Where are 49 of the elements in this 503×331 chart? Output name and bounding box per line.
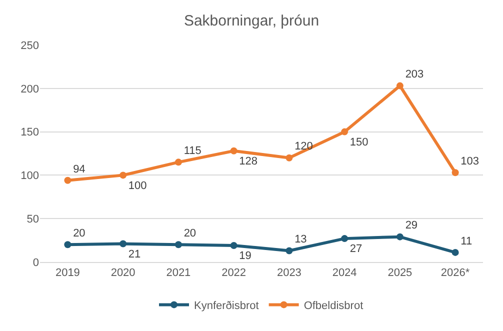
y-tick-label: 100 (20, 170, 39, 182)
data-label: 13 (294, 234, 307, 246)
y-tick-label: 200 (20, 83, 39, 96)
data-label: 11 (460, 235, 472, 248)
y-tick-label: 0 (32, 256, 39, 269)
data-label: 20 (184, 228, 196, 240)
point (341, 128, 348, 136)
point (174, 158, 182, 166)
data-label: 27 (350, 243, 362, 256)
point (230, 147, 238, 154)
y-tick-label: 250 (20, 40, 39, 52)
x-tick-label: 2023 (276, 267, 302, 280)
point (452, 169, 459, 176)
point (230, 242, 238, 250)
point (64, 241, 72, 248)
x-tick-label: 2025 (388, 267, 412, 280)
x-tick-label: 2022 (222, 267, 246, 280)
legend-label: Ofbeldisbrot (304, 300, 364, 312)
legend-label: Kynferðisbrot (194, 300, 259, 312)
point (286, 154, 293, 162)
point (396, 233, 404, 240)
data-label: 29 (405, 220, 418, 232)
point (286, 247, 293, 254)
data-label: 203 (405, 68, 424, 81)
x-tick-label: 2021 (166, 267, 191, 280)
data-label: 115 (184, 145, 202, 158)
data-label: 94 (73, 163, 86, 176)
point (341, 235, 348, 242)
point (452, 248, 459, 256)
data-label: 128 (239, 156, 258, 168)
point (396, 82, 404, 90)
y-tick-label: 150 (20, 126, 39, 139)
data-label: 20 (73, 228, 86, 240)
data-label: 19 (239, 250, 252, 262)
x-tick-label: 2019 (55, 267, 80, 280)
data-label: 103 (460, 155, 480, 168)
x-tick-label: 2024 (332, 267, 357, 280)
x-tick-label: 2026* (440, 267, 470, 280)
data-label: 150 (350, 136, 368, 148)
data-label: 120 (294, 140, 313, 153)
point (120, 172, 127, 179)
point (64, 176, 72, 184)
x-tick-label: 2020 (110, 267, 136, 280)
y-tick-label: 50 (26, 213, 39, 226)
data-label: 100 (128, 180, 147, 192)
point (174, 241, 182, 248)
point (120, 240, 127, 248)
chart-title: Sakborningar, þróun (184, 12, 320, 30)
data-label: 21 (128, 248, 141, 260)
